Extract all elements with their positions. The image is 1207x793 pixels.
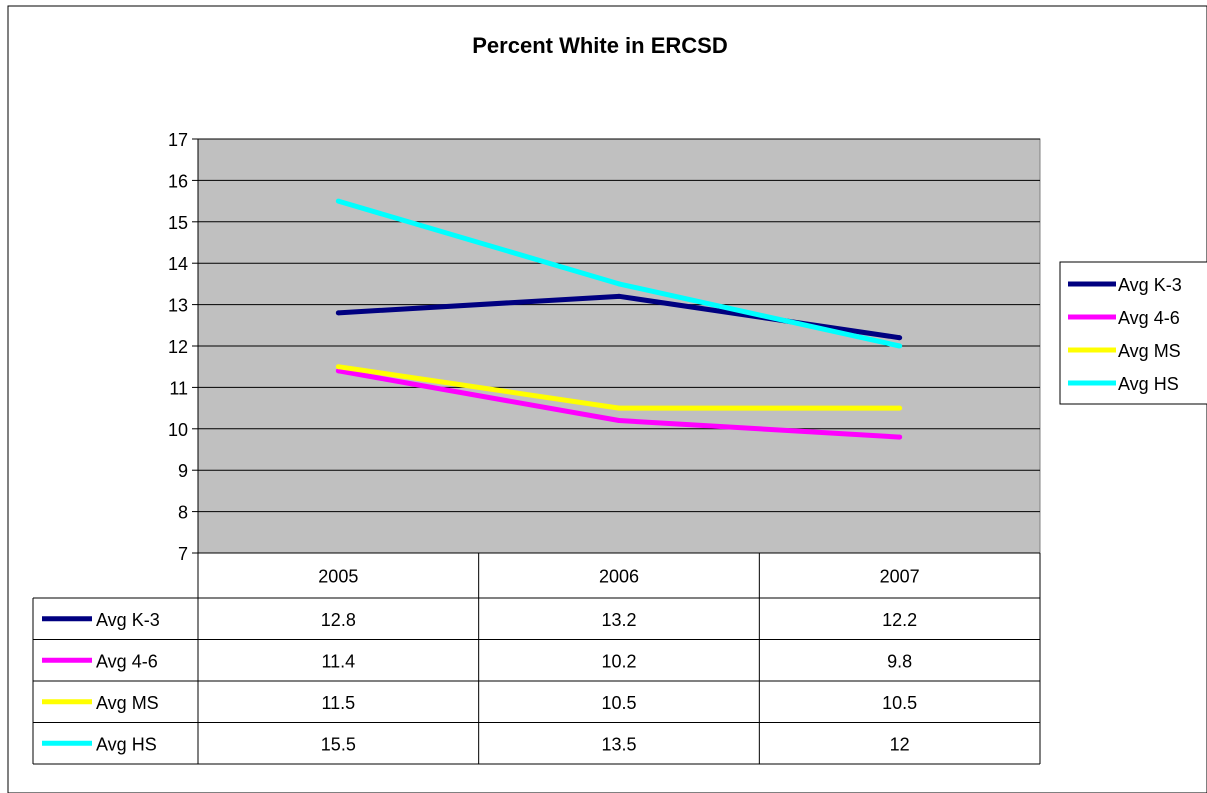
x-category-label: 2005 bbox=[318, 567, 358, 587]
data-point bbox=[616, 293, 622, 299]
y-axis: 7 8 9 10 11 12 13 14 15 16 17 bbox=[168, 130, 199, 564]
legend: Avg K-3 Avg 4-6 Avg MS Avg HS bbox=[1059, 261, 1207, 405]
y-tick-label: 9 bbox=[178, 461, 188, 481]
data-point bbox=[897, 343, 903, 349]
data-point bbox=[616, 405, 622, 411]
table-cell-value: 13.5 bbox=[601, 734, 636, 754]
y-tick-label: 16 bbox=[168, 171, 188, 191]
table-series-name: Avg HS bbox=[96, 734, 157, 754]
table-cell-value: 11.5 bbox=[321, 693, 355, 713]
y-tick-label: 8 bbox=[178, 503, 188, 523]
data-point bbox=[616, 418, 622, 424]
table-cell-value: 12 bbox=[890, 734, 910, 754]
y-tick-label: 14 bbox=[168, 254, 188, 274]
y-tick-label: 7 bbox=[178, 544, 188, 564]
table-cell-value: 9.8 bbox=[887, 651, 912, 671]
data-point bbox=[335, 364, 341, 370]
legend-label: Avg 4-6 bbox=[1118, 308, 1180, 328]
legend-label: Avg MS bbox=[1118, 341, 1181, 361]
data-point bbox=[335, 310, 341, 316]
data-point bbox=[897, 335, 903, 341]
y-tick-label: 17 bbox=[168, 130, 188, 150]
table-cell-value: 10.5 bbox=[601, 693, 636, 713]
table-cell-value: 11.4 bbox=[321, 651, 355, 671]
table-cell-value: 12.2 bbox=[882, 610, 917, 630]
table-series-name: Avg K-3 bbox=[96, 610, 160, 630]
y-tick-label: 15 bbox=[168, 213, 188, 233]
data-point bbox=[897, 434, 903, 440]
series-lines bbox=[335, 198, 903, 440]
data-point bbox=[335, 198, 341, 204]
legend-label: Avg HS bbox=[1118, 374, 1179, 394]
data-point bbox=[616, 281, 622, 287]
table-cell-value: 10.2 bbox=[601, 651, 636, 671]
x-category-label: 2007 bbox=[880, 567, 920, 587]
x-category-label: 2006 bbox=[599, 567, 639, 587]
y-tick-label: 11 bbox=[169, 378, 188, 398]
table-series-name: Avg 4-6 bbox=[96, 651, 158, 671]
legend-label: Avg K-3 bbox=[1118, 275, 1182, 295]
table-cell-value: 10.5 bbox=[882, 693, 917, 713]
data-table: 2005 2006 2007 Avg K-3 12.8 13.2 12.2 Avg 4-6 11… bbox=[32, 553, 1041, 765]
y-tick-label: 13 bbox=[168, 296, 188, 316]
y-tick-label: 12 bbox=[168, 337, 188, 357]
table-cell-value: 13.2 bbox=[601, 610, 636, 630]
data-point bbox=[897, 405, 903, 411]
data-point bbox=[335, 368, 341, 374]
chart-title: Percent White in ERCSD bbox=[472, 33, 727, 58]
y-tick-label: 10 bbox=[168, 420, 188, 440]
table-cell-value: 12.8 bbox=[321, 610, 356, 630]
table-series-name: Avg MS bbox=[96, 693, 159, 713]
table-cell-value: 15.5 bbox=[321, 734, 356, 754]
